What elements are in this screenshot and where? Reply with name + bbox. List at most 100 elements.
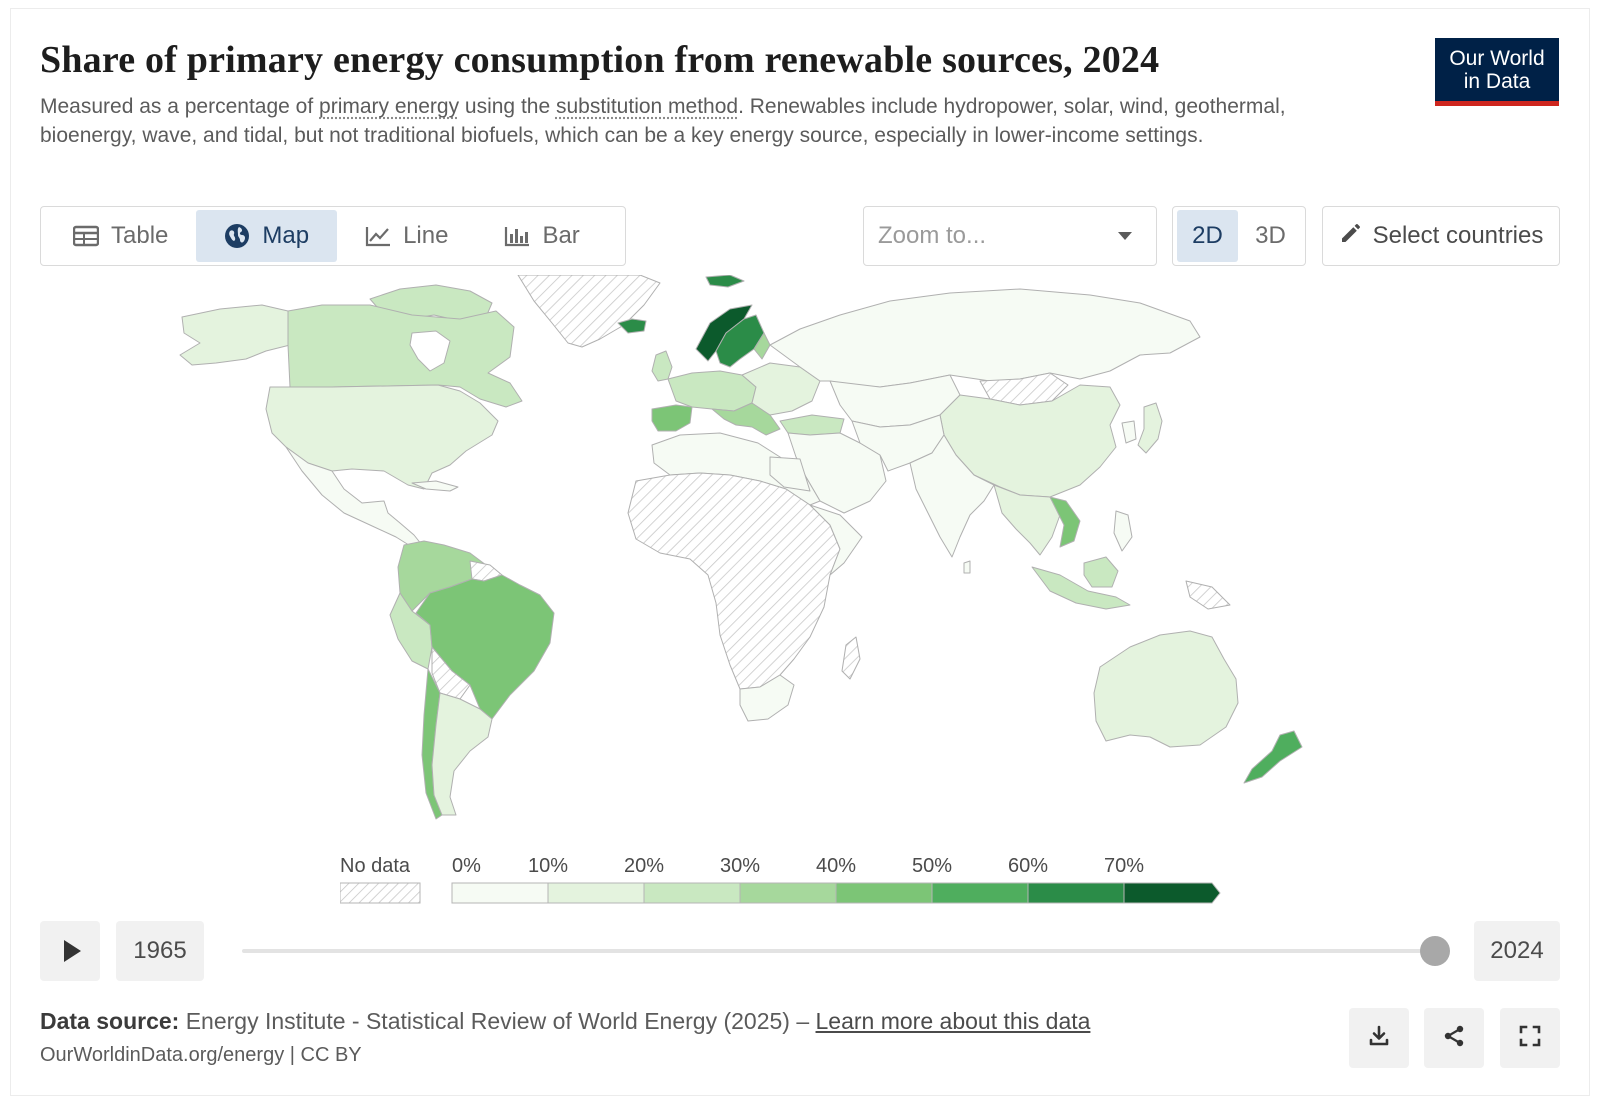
region-sri-lanka[interactable] bbox=[963, 560, 971, 574]
timeline-start-year[interactable]: 1965 bbox=[116, 921, 204, 981]
tab-line[interactable]: Line bbox=[337, 210, 476, 262]
region-usa[interactable] bbox=[265, 384, 499, 490]
legend-tick-label: 0% bbox=[452, 855, 481, 877]
legend-tick-label: 20% bbox=[624, 855, 664, 877]
region-eastern-europe[interactable] bbox=[741, 362, 821, 416]
region-southeast-asia[interactable] bbox=[993, 484, 1061, 556]
download-button[interactable] bbox=[1349, 1008, 1409, 1068]
legend-tick-label: 60% bbox=[1008, 855, 1048, 877]
region-australia[interactable] bbox=[1093, 630, 1239, 748]
region-new-zealand[interactable] bbox=[1243, 730, 1303, 784]
legend-tick-label: 10% bbox=[528, 855, 568, 877]
select-countries-button[interactable]: Select countries bbox=[1322, 206, 1560, 266]
source-url[interactable]: OurWorldinData.org/energy | CC BY bbox=[40, 1044, 362, 1066]
region-hudson-bay bbox=[409, 330, 451, 372]
region-japan[interactable] bbox=[1137, 402, 1163, 454]
region-cuba[interactable] bbox=[411, 480, 459, 492]
region-south-africa[interactable] bbox=[739, 674, 795, 722]
bar-chart-icon bbox=[504, 225, 530, 247]
logo-line-2: in Data bbox=[1463, 70, 1531, 93]
globe-icon bbox=[224, 223, 250, 249]
legend-bin-0[interactable] bbox=[451, 882, 549, 904]
logo-line-1: Our World bbox=[1449, 47, 1545, 70]
tab-bar-label: Bar bbox=[542, 222, 580, 249]
table-icon bbox=[73, 225, 99, 247]
world-map[interactable] bbox=[40, 275, 1560, 855]
fullscreen-button[interactable] bbox=[1500, 1008, 1560, 1068]
region-russia[interactable] bbox=[769, 288, 1201, 388]
region-western-europe[interactable] bbox=[667, 370, 757, 412]
view-tabs: Table Map Line Bar bbox=[40, 206, 626, 266]
legend-no-data-label: No data bbox=[340, 855, 411, 877]
region-svalbard[interactable] bbox=[705, 275, 745, 288]
region-alaska[interactable] bbox=[179, 304, 291, 366]
region-korea[interactable] bbox=[1121, 420, 1137, 444]
region-italy-balkans[interactable] bbox=[711, 402, 781, 436]
region-egypt[interactable] bbox=[769, 456, 811, 492]
chart-title: Share of primary energy consumption from… bbox=[40, 39, 1160, 81]
tab-line-label: Line bbox=[403, 222, 449, 249]
timeline-end-year[interactable]: 2024 bbox=[1474, 921, 1560, 981]
chevron-down-icon bbox=[1118, 232, 1132, 240]
share-icon bbox=[1442, 1024, 1466, 1053]
map-legend: No data 0% 10% 20% 30% 40% 50% 60% 70% bbox=[340, 855, 1221, 904]
timeline-track[interactable] bbox=[242, 949, 1436, 953]
region-borneo[interactable] bbox=[1083, 556, 1119, 588]
legend-bin-5[interactable] bbox=[931, 882, 1029, 904]
region-india[interactable] bbox=[909, 434, 995, 558]
legend-tick-label: 30% bbox=[720, 855, 760, 877]
toggle-2d-button[interactable]: 2D bbox=[1177, 210, 1238, 262]
region-uk[interactable] bbox=[651, 350, 673, 382]
data-source-text: Energy Institute - Statistical Review of… bbox=[185, 1008, 810, 1034]
region-sub-saharan-africa[interactable] bbox=[627, 472, 841, 690]
region-mexico[interactable] bbox=[285, 446, 423, 548]
legend-bin-6[interactable] bbox=[1027, 882, 1125, 904]
zoom-to-placeholder: Zoom to... bbox=[878, 222, 987, 249]
legend-bin-3[interactable] bbox=[739, 882, 837, 904]
region-east-africa[interactable] bbox=[809, 504, 863, 576]
legend-tick-label: 50% bbox=[912, 855, 952, 877]
tab-table[interactable]: Table bbox=[45, 210, 196, 262]
data-source-label: Data source: bbox=[40, 1008, 180, 1034]
region-papua-new-guinea[interactable] bbox=[1185, 580, 1231, 610]
learn-more-link[interactable]: Learn more about this data bbox=[815, 1008, 1091, 1034]
tab-map[interactable]: Map bbox=[196, 210, 338, 262]
legend-tick-label: 70% bbox=[1104, 855, 1144, 877]
region-argentina[interactable] bbox=[431, 692, 493, 816]
region-madagascar[interactable] bbox=[841, 636, 861, 680]
legend-bin-7[interactable] bbox=[1123, 882, 1221, 904]
region-indonesia[interactable] bbox=[1031, 566, 1131, 610]
toggle-3d-button[interactable]: 3D bbox=[1255, 222, 1286, 249]
timeline-handle[interactable] bbox=[1420, 936, 1450, 966]
region-turkey[interactable] bbox=[779, 414, 845, 436]
play-button[interactable] bbox=[40, 921, 100, 981]
legend-bin-1[interactable] bbox=[547, 882, 645, 904]
subtitle-text-3: . Renewables include hydropower, solar, … bbox=[40, 95, 1286, 147]
share-button[interactable] bbox=[1424, 1008, 1484, 1068]
primary-energy-term[interactable]: primary energy bbox=[319, 95, 460, 118]
region-philippines[interactable] bbox=[1113, 510, 1133, 552]
legend-no-data-swatch bbox=[340, 882, 421, 904]
dimension-toggle: 2D 3D bbox=[1172, 206, 1306, 266]
legend-tick-label: 40% bbox=[816, 855, 856, 877]
line-chart-icon bbox=[365, 225, 391, 247]
region-vietnam[interactable] bbox=[1049, 496, 1081, 548]
download-icon bbox=[1367, 1024, 1391, 1053]
tab-bar[interactable]: Bar bbox=[476, 210, 607, 262]
zoom-to-select[interactable]: Zoom to... bbox=[863, 206, 1157, 266]
chart-subtitle: Measured as a percentage of primary ener… bbox=[40, 92, 1380, 150]
legend-bin-2[interactable] bbox=[643, 882, 741, 904]
region-iberia[interactable] bbox=[651, 404, 693, 432]
tab-table-label: Table bbox=[111, 222, 169, 249]
substitution-method-term[interactable]: substitution method bbox=[555, 95, 739, 118]
owid-logo[interactable]: Our World in Data bbox=[1435, 38, 1559, 106]
legend-bin-4[interactable] bbox=[835, 882, 933, 904]
subtitle-text-1: Measured as a percentage of bbox=[40, 95, 320, 118]
region-iceland[interactable] bbox=[617, 318, 647, 334]
data-source: Data source: Energy Institute - Statisti… bbox=[40, 1008, 1090, 1035]
pencil-icon bbox=[1339, 221, 1363, 252]
select-countries-label: Select countries bbox=[1372, 222, 1544, 249]
fullscreen-icon bbox=[1518, 1024, 1542, 1053]
subtitle-text-2: using the bbox=[459, 95, 556, 118]
region-greenland[interactable] bbox=[517, 275, 661, 348]
